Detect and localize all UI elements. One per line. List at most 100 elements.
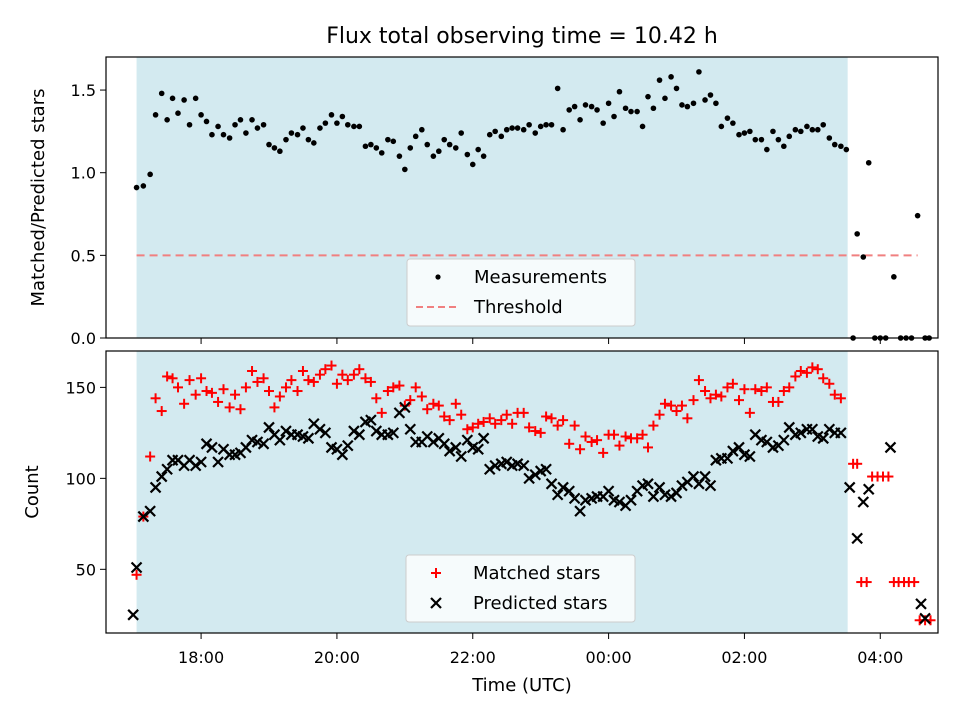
measurement-point [814,126,821,133]
legend-matched-marker [431,568,441,578]
count-legend: Matched stars Predicted stars [405,554,636,623]
measurement-point [622,105,629,112]
measurement-point [203,118,210,125]
predicted-star-point [155,470,168,483]
matched-star-point [564,438,575,449]
predicted-star-point [884,441,897,454]
measurement-point [679,102,685,108]
measurement-point [826,135,833,141]
measurement-point [865,159,872,166]
ratio-y-tick-label: 1.5 [71,81,96,100]
matched-star-point [705,393,716,404]
measurement-point [804,123,810,130]
predicted-star-point [212,456,224,468]
measurement-point [158,90,165,97]
measurement-point [266,141,272,148]
measurement-point [344,121,351,128]
matched-star-point [172,382,183,393]
predicted-star-point [733,441,745,454]
measurement-point [368,141,374,148]
matched-star-point [524,422,535,433]
count-panel-frame [105,350,939,634]
measurement-point [792,126,799,133]
measurement-point [775,136,782,143]
predicted-star-point [387,427,400,439]
predicted-star-point [843,481,856,494]
predicted-star-point [642,478,654,490]
predicted-star-point [862,483,875,496]
measurement-point [747,128,753,135]
predicted-star-point [557,481,569,494]
measurement-point [537,123,544,130]
measurement-point [532,130,539,136]
predicted-star-point [915,598,927,610]
x-axis-label: Time (UTC) [471,675,572,696]
matched-star-point [829,389,840,400]
measurement-point [650,105,657,112]
predicted-star-point [130,561,143,574]
measurement-point [786,133,793,140]
measurement-point [407,145,414,151]
predicted-star-point [625,494,637,506]
measurement-point [770,128,776,135]
predicted-star-point [545,478,558,490]
matched-star-point [801,367,812,378]
matched-star-point [722,382,733,393]
matched-star-point [700,386,711,397]
measurement-point [582,102,589,108]
matched-star-point [490,418,501,429]
matched-star-point [156,406,167,417]
matched-star-point [462,424,473,435]
predicted-star-point [280,425,292,437]
predicted-star-point [461,434,474,446]
measurement-point [311,140,317,146]
measurement-point [300,125,306,131]
x-tick-label: 02:00 [721,648,767,667]
x-tick-label: 18:00 [178,648,224,667]
count-legend-box [405,554,636,623]
predicted-star-point [817,432,829,445]
ratio-y-tick-label: 0.0 [71,329,96,348]
x-tick-label: 04:00 [857,648,903,667]
measurement-point [571,103,578,110]
measurement-point [277,148,283,155]
measurement-point [684,103,691,110]
matched-star-point [422,404,433,415]
predicted-star-point [263,421,275,434]
predicted-star-point [551,488,564,501]
matched-star-point [235,404,246,415]
matched-star-point [688,395,699,406]
matched-star-point [230,389,241,400]
measurement-point [152,112,159,118]
measurement-point [690,100,697,107]
matched-star-point [812,364,823,375]
measurement-point [147,171,153,178]
predicted-star-point [699,470,711,483]
matched-star-point [456,409,467,420]
matched-star-point [258,373,269,384]
measurement-point [351,123,357,130]
matched-star-point [467,422,478,433]
matched-star-point [671,406,682,417]
predicted-star-point [540,463,552,476]
measurement-point [486,131,493,138]
matched-star-point [620,431,631,442]
predicted-star-point [568,492,581,505]
measurement-point [283,136,289,143]
matched-star-point [376,407,387,418]
measurement-point [724,115,731,121]
predicted-star-point [149,481,162,494]
matched-star-point [286,375,297,386]
count-series [127,360,936,626]
predicted-star-point [483,463,496,476]
matched-star-point [213,396,224,407]
matched-star-point [145,451,156,462]
measurement-point [611,113,617,120]
x-tick-label: 20:00 [314,648,360,667]
measurement-point [634,108,640,115]
measurement-point [781,143,787,150]
measurement-point [741,130,748,136]
matched-star-point [693,375,704,386]
measurement-point [220,131,227,138]
matched-star-point [552,420,563,431]
